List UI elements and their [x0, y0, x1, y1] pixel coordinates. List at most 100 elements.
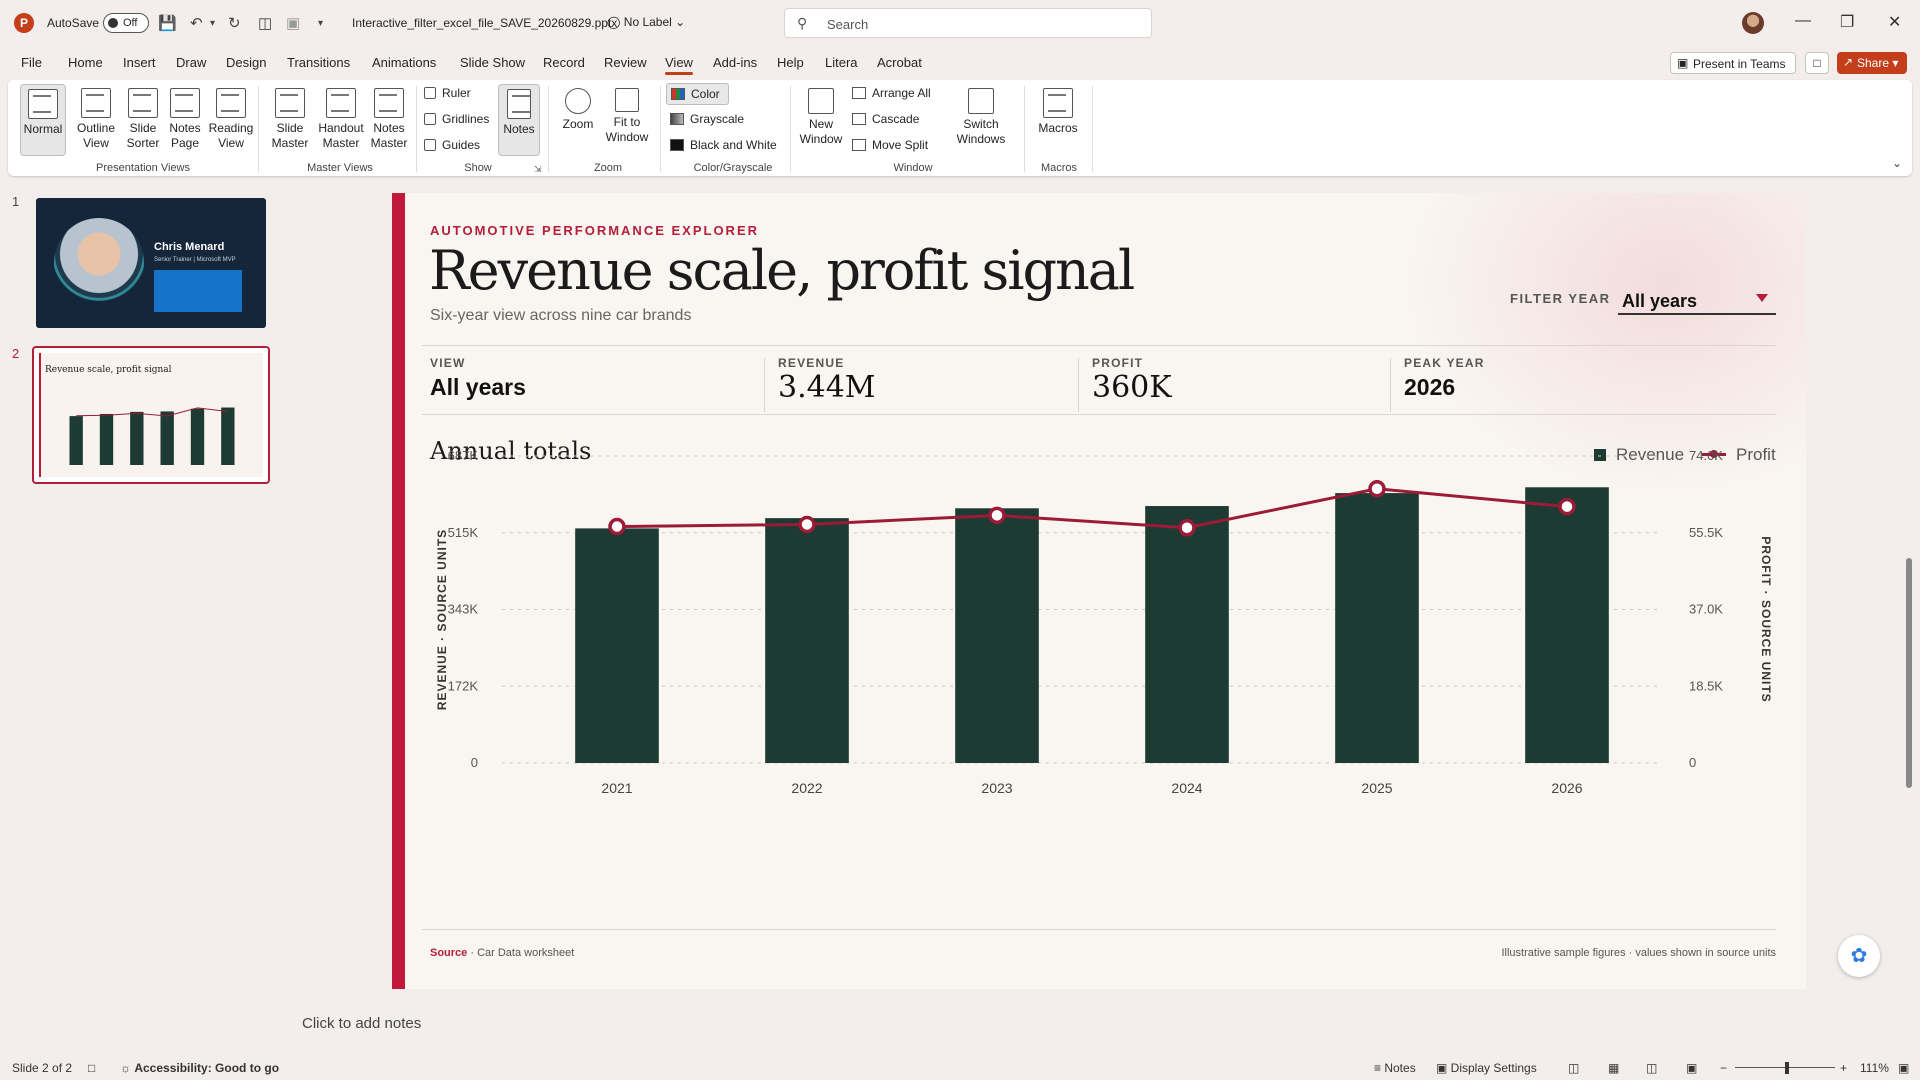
close-icon[interactable]: ✕ — [1888, 14, 1902, 31]
slide-sorter-button[interactable]: Slide Sorter — [120, 88, 166, 151]
zoom-in-icon[interactable]: + — [1840, 1061, 1848, 1075]
slide-subtitle[interactable]: Six-year view across nine car brands — [430, 307, 692, 324]
chart-heading: Annual totals — [430, 437, 592, 465]
zoom-slider-thumb[interactable] — [1785, 1062, 1789, 1074]
ribbon-separator — [790, 86, 791, 172]
thumb-accent-bar — [39, 353, 41, 477]
fit-to-window-label: Fit to Window — [605, 115, 649, 144]
tab-slide-show[interactable]: Slide Show — [460, 55, 526, 70]
undo-icon[interactable]: ↶ — [190, 15, 203, 32]
move-split-button[interactable]: Move Split — [852, 138, 928, 152]
reading-view-status-icon[interactable]: ◫ — [1646, 1061, 1658, 1075]
search-box[interactable]: ⚲ Search — [784, 8, 1152, 38]
spelling-icon[interactable]: □ — [88, 1061, 96, 1075]
present-icon[interactable]: ◫ — [258, 15, 273, 32]
legend-label: Revenue — [1616, 445, 1685, 464]
tab-review[interactable]: Review — [604, 55, 647, 70]
restore-icon[interactable]: ❐ — [1840, 14, 1855, 31]
fit-slide-icon[interactable]: ▣ — [1898, 1061, 1910, 1075]
slide-title[interactable]: Revenue scale, profit signal — [429, 239, 1135, 302]
thumbnail-slide-preview: Revenue scale, profit signal — [39, 353, 263, 477]
grayscale-label: Grayscale — [690, 112, 745, 126]
color-button[interactable]: Color — [666, 83, 729, 105]
guides-checkbox[interactable]: Guides — [424, 138, 480, 152]
display-settings-button[interactable]: ▣ Display Settings — [1436, 1061, 1537, 1075]
notes-master-button[interactable]: Notes Master — [365, 88, 413, 151]
dialog-launcher-icon[interactable]: ⇲ — [534, 164, 542, 174]
collapse-ribbon-icon[interactable]: ⌄ — [1891, 156, 1902, 170]
notes-page-label: Notes Page — [169, 121, 201, 150]
kpi-label: PEAK YEAR — [1404, 356, 1485, 370]
notes-page-button[interactable]: Notes Page — [162, 88, 208, 151]
tab-design[interactable]: Design — [226, 55, 267, 70]
tab-file[interactable]: File — [21, 55, 42, 70]
undo-dropdown-icon[interactable]: ▾ — [210, 18, 216, 29]
autosave-toggle[interactable]: Off — [103, 13, 149, 33]
slide-sorter-status-icon[interactable]: ▦ — [1608, 1061, 1620, 1075]
fit-to-window-button[interactable]: Fit to Window — [602, 88, 652, 145]
outline-view-button[interactable]: Outline View — [70, 88, 122, 151]
tab-insert[interactable]: Insert — [123, 55, 156, 70]
notes-icon — [507, 89, 531, 119]
handout-master-button[interactable]: Handout Master — [314, 88, 368, 151]
cascade-button[interactable]: Cascade — [852, 112, 919, 126]
sensitivity-label-button[interactable]: ◯ No Label ⌄ — [607, 15, 685, 29]
arrange-all-button[interactable]: Arrange All — [852, 86, 931, 100]
slide-sorter-label: Slide Sorter — [126, 121, 160, 150]
shield-icon: ◯ — [607, 15, 621, 29]
reading-view-button[interactable]: Reading View — [205, 88, 257, 151]
share-button[interactable]: ↗ Share ▾ — [1837, 52, 1907, 74]
slide-thumbnail-1[interactable]: Chris Menard Senior Trainer | Microsoft … — [36, 198, 266, 328]
x-tick-label: 2026 — [1551, 780, 1582, 796]
normal-view-button[interactable]: Normal — [20, 84, 66, 156]
zoom-button[interactable]: Zoom — [556, 88, 600, 132]
minimize-icon[interactable]: — — [1795, 12, 1811, 29]
new-window-button[interactable]: New Window — [798, 88, 844, 147]
customize-qat-icon[interactable]: ▾ — [318, 18, 324, 29]
filter-year-dropdown[interactable]: All years — [1618, 279, 1776, 315]
tab-view[interactable]: View — [665, 55, 693, 75]
switch-windows-button[interactable]: Switch Windows — [952, 88, 1010, 147]
notes-pane[interactable]: Click to add notes — [290, 1005, 1910, 1047]
tab-record[interactable]: Record — [543, 55, 585, 70]
kpi-value: 3.44M — [778, 370, 876, 405]
tab-acrobat[interactable]: Acrobat — [877, 55, 922, 70]
notes-placeholder: Click to add notes — [302, 1015, 422, 1032]
editor-scrollbar[interactable] — [1902, 186, 1916, 986]
redo-icon[interactable]: ↻ — [228, 15, 241, 32]
grayscale-button[interactable]: Grayscale — [670, 112, 744, 126]
touch-mode-icon[interactable]: ▣ — [286, 15, 301, 32]
tab-animations[interactable]: Animations — [372, 55, 437, 70]
checkbox-icon — [424, 87, 436, 99]
profit-point — [608, 517, 626, 536]
tab-add-ins[interactable]: Add-ins — [713, 55, 758, 70]
tab-transitions[interactable]: Transitions — [287, 55, 351, 70]
tab-help[interactable]: Help — [777, 55, 804, 70]
tab-home[interactable]: Home — [68, 55, 103, 70]
notes-toggle-button[interactable]: Notes — [498, 84, 540, 156]
black-and-white-button[interactable]: Black and White — [670, 138, 777, 152]
save-icon[interactable]: 💾 — [158, 15, 177, 32]
color-swatch-icon — [671, 88, 685, 100]
normal-view-status-icon[interactable]: ◫ — [1568, 1061, 1580, 1075]
zoom-out-icon[interactable]: − — [1720, 1061, 1728, 1075]
macros-button[interactable]: Macros — [1034, 88, 1082, 136]
accessibility-status[interactable]: ☼ Accessibility: Good to go — [120, 1061, 279, 1075]
scrollbar-thumb[interactable] — [1906, 558, 1912, 788]
zoom-level[interactable]: 111% — [1860, 1061, 1889, 1075]
copilot-button[interactable]: ✿ — [1838, 935, 1880, 977]
thumbnail-chart — [39, 353, 235, 477]
tab-draw[interactable]: Draw — [176, 55, 207, 70]
user-avatar[interactable] — [1742, 12, 1764, 34]
slide-canvas[interactable]: AUTOMOTIVE PERFORMANCE EXPLORER Revenue … — [392, 193, 1806, 989]
slideshow-status-icon[interactable]: ▣ — [1686, 1061, 1698, 1075]
slide-thumbnail-2[interactable]: Revenue scale, profit signal — [32, 346, 270, 484]
notes-status-button[interactable]: ≡ Notes — [1374, 1061, 1416, 1075]
ruler-checkbox[interactable]: Ruler — [424, 86, 471, 100]
tab-litera[interactable]: Litera — [825, 55, 858, 70]
gridlines-checkbox[interactable]: Gridlines — [424, 112, 489, 126]
revenue-bar — [575, 528, 659, 763]
comments-button[interactable]: □ — [1805, 52, 1829, 74]
slide-master-button[interactable]: Slide Master — [266, 88, 314, 151]
present-in-teams-button[interactable]: ▣ Present in Teams — [1670, 52, 1796, 74]
